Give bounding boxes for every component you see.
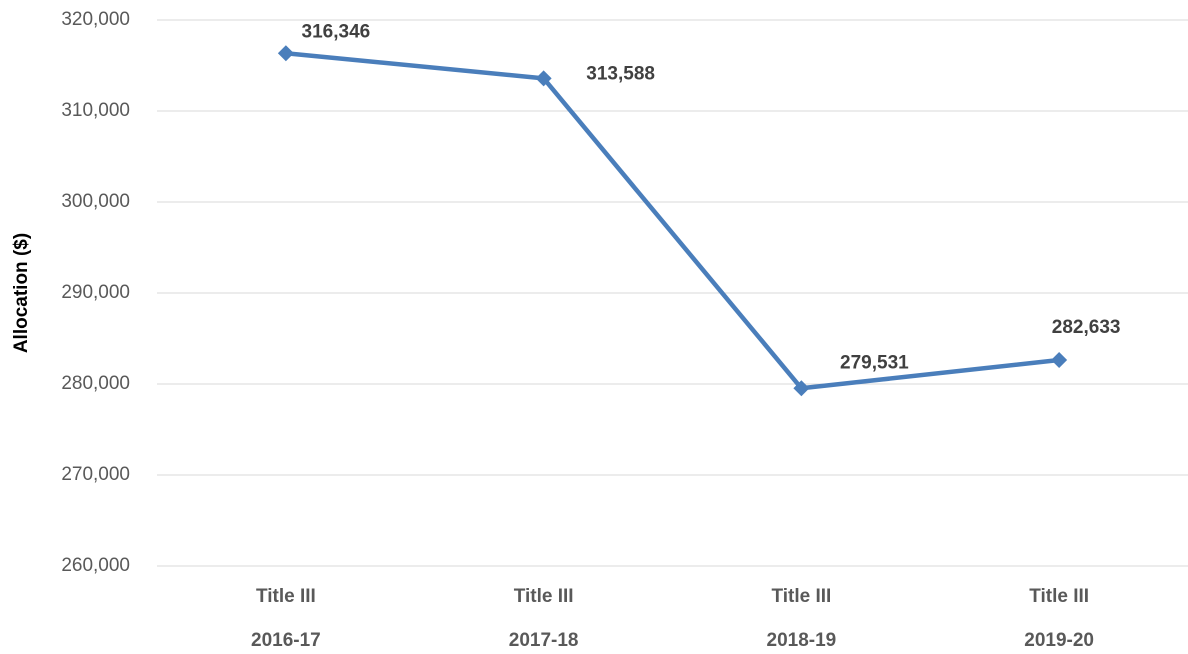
- data-label: 279,531: [840, 352, 909, 373]
- y-tick-label: 300,000: [61, 191, 130, 212]
- y-tick-label: 290,000: [61, 282, 130, 303]
- x-tick-label: Title III: [256, 586, 316, 607]
- data-label: 316,346: [302, 21, 371, 42]
- y-tick-label: 280,000: [61, 373, 130, 394]
- series-line: [285, 51, 1060, 391]
- y-tick-label: 320,000: [61, 9, 130, 30]
- x-tick-label: 2019-20: [1024, 630, 1094, 651]
- x-tick-label: Title III: [1029, 586, 1089, 607]
- data-label: 282,633: [1052, 317, 1121, 338]
- y-tick-label: 270,000: [61, 464, 130, 485]
- y-tick-label: 310,000: [61, 100, 130, 121]
- x-tick-label: Title III: [514, 586, 574, 607]
- x-tick-label: 2016-17: [251, 630, 321, 651]
- x-tick-label: 2017-18: [509, 630, 579, 651]
- data-label: 313,588: [586, 63, 655, 84]
- marker: [535, 70, 552, 87]
- x-tick-label: 2018-19: [767, 630, 837, 651]
- y-axis-label: Allocation ($): [11, 233, 32, 353]
- marker: [793, 380, 810, 397]
- marker: [1051, 352, 1068, 369]
- x-tick-label: Title III: [771, 586, 831, 607]
- y-tick-label: 260,000: [61, 555, 130, 576]
- marker: [277, 45, 294, 62]
